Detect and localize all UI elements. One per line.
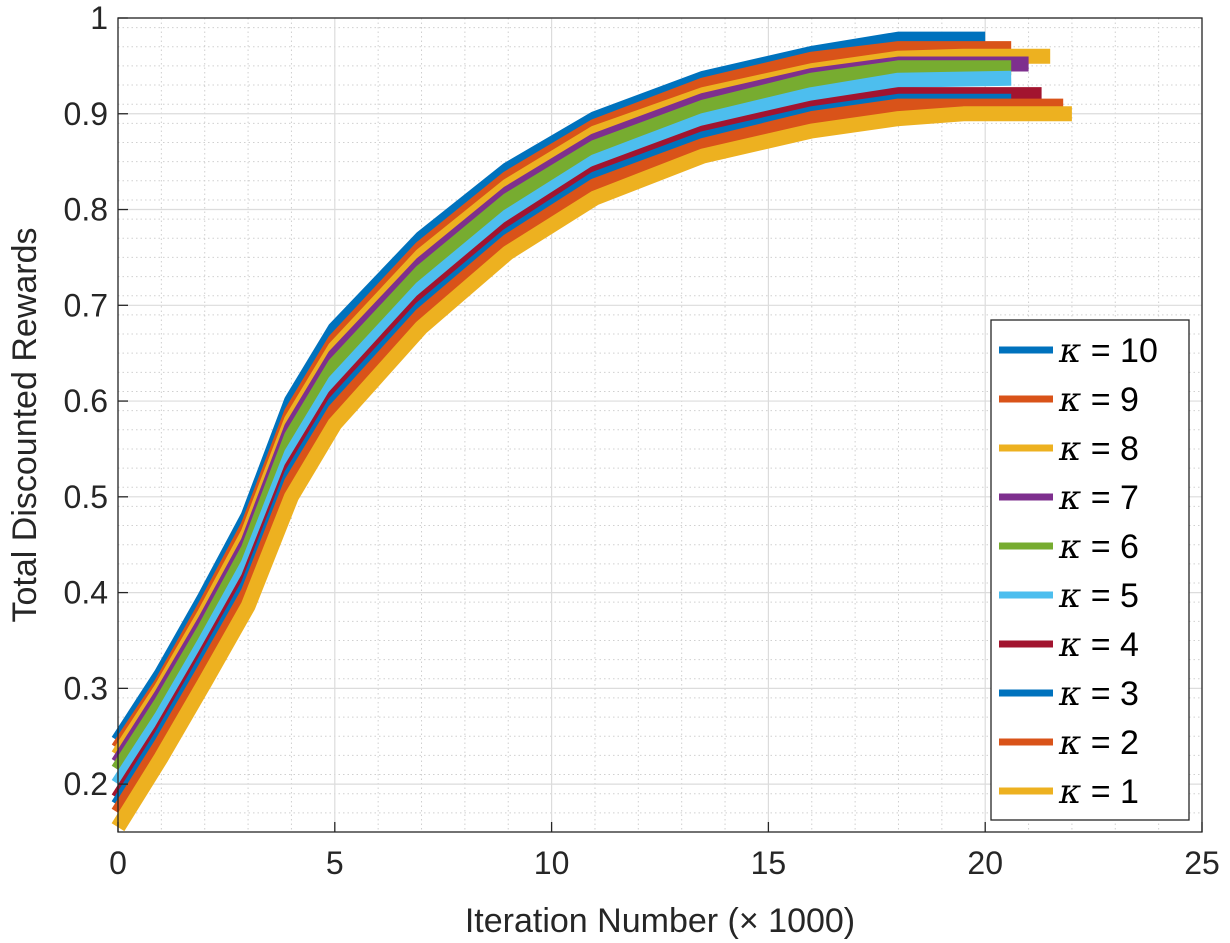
x-axis-title: Iteration Number (× 1000) <box>465 902 855 940</box>
legend-label: κ = 3 <box>1058 674 1139 714</box>
y-tick-label: 1 <box>90 0 108 36</box>
y-tick-label: 0.9 <box>64 96 108 132</box>
legend-label: κ = 4 <box>1058 625 1139 665</box>
x-axis-ticks: 0 5 10 15 20 25 <box>109 822 1220 881</box>
x-tick-label: 10 <box>534 845 570 881</box>
y-tick-label: 0.2 <box>64 766 108 802</box>
y-tick-label: 0.4 <box>64 575 108 611</box>
legend: κ = 10 κ = 9 κ = 8 κ = 7 κ = 6 κ = 5 κ = 4 κ = … <box>990 319 1190 821</box>
x-tick-label: 5 <box>326 845 344 881</box>
x-tick-label: 25 <box>1184 845 1220 881</box>
y-axis-title: Total Discounted Rewards <box>6 228 44 623</box>
legend-label: κ = 6 <box>1058 527 1139 567</box>
y-axis-ticks: 0.2 0.3 0.4 0.5 0.6 0.7 0.8 0.9 1 <box>64 0 128 802</box>
x-tick-label: 20 <box>967 845 1003 881</box>
y-tick-label: 0.5 <box>64 479 108 515</box>
series-layer <box>111 31 1072 832</box>
legend-label: κ = 2 <box>1058 723 1139 763</box>
y-tick-label: 0.3 <box>64 670 108 706</box>
legend-label: κ = 7 <box>1058 478 1139 518</box>
legend-box <box>990 319 1190 821</box>
y-tick-label: 0.7 <box>64 287 108 323</box>
x-tick-label: 15 <box>751 845 787 881</box>
series-line-10 <box>111 106 1072 832</box>
legend-label: κ = 5 <box>1058 576 1139 616</box>
y-tick-label: 0.8 <box>64 192 108 228</box>
axes-box <box>117 17 1203 833</box>
legend-label: κ = 8 <box>1058 429 1139 469</box>
x-tick-label: 0 <box>109 845 127 881</box>
y-tick-label: 0.6 <box>64 383 108 419</box>
legend-label: κ = 9 <box>1058 380 1139 420</box>
legend-label: κ = 10 <box>1058 331 1158 371</box>
legend-label: κ = 1 <box>1058 772 1139 812</box>
